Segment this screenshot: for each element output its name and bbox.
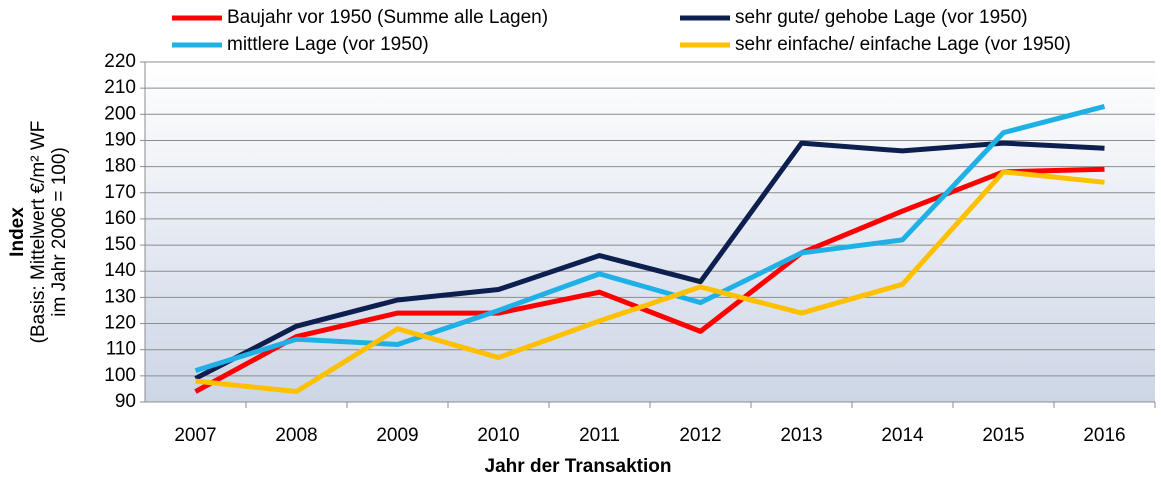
- series-line: [195, 169, 1105, 395]
- series-line: [194, 140, 1105, 381]
- legend-label: mittlere Lage (vor 1950): [227, 34, 429, 55]
- y-tick-label: 130: [104, 286, 136, 307]
- y-tick-label: 200: [104, 103, 136, 124]
- x-tick-label: 2014: [881, 425, 924, 446]
- y-tick-label: 110: [106, 339, 136, 360]
- x-tick-label: 2010: [477, 425, 519, 446]
- y-tick-label: 120: [104, 313, 136, 334]
- y-axis-title-line: (Basis: Mittelwert €/m² WF: [28, 121, 49, 344]
- series-line: [194, 104, 1106, 374]
- legend-label: sehr einfache/ einfache Lage (vor 1950): [735, 34, 1071, 55]
- x-tick-label: 2012: [679, 425, 721, 446]
- y-tick-label: 100: [104, 365, 136, 386]
- legend-label: sehr gute/ gehobe Lage (vor 1950): [735, 7, 1028, 28]
- x-tick-label: 2007: [174, 425, 216, 446]
- y-tick-label: 90: [115, 391, 136, 412]
- x-tick-label: 2013: [780, 425, 822, 446]
- y-tick-label: 160: [104, 208, 136, 229]
- x-tick-label: 2015: [982, 425, 1024, 446]
- y-axis-title-line: Index: [7, 207, 28, 257]
- plot-area: [145, 62, 1155, 402]
- y-tick-label: 170: [104, 182, 136, 203]
- x-tick-label: 2016: [1083, 425, 1125, 446]
- y-tick-label: 220: [104, 51, 136, 72]
- legend-label: Baujahr vor 1950 (Summe alle Lagen): [227, 7, 548, 28]
- x-tick-label: 2009: [376, 425, 418, 446]
- y-tick-label: 190: [104, 129, 136, 150]
- series-line: [194, 166, 1105, 394]
- y-tick-label: 180: [104, 156, 136, 177]
- y-axis-title-line: im Jahr 2006 = 100): [49, 147, 70, 317]
- y-tick-label: 150: [104, 234, 136, 255]
- y-tick-label: 210: [104, 77, 136, 98]
- x-tick-label: 2011: [579, 425, 620, 446]
- y-tick-label: 140: [104, 260, 136, 281]
- x-tick-label: 2008: [275, 425, 317, 446]
- y-axis-title: Index (Basis: Mittelwert €/m² WF im Jahr 2…: [7, 121, 70, 344]
- x-axis-title: Jahr der Transaktion: [485, 456, 672, 477]
